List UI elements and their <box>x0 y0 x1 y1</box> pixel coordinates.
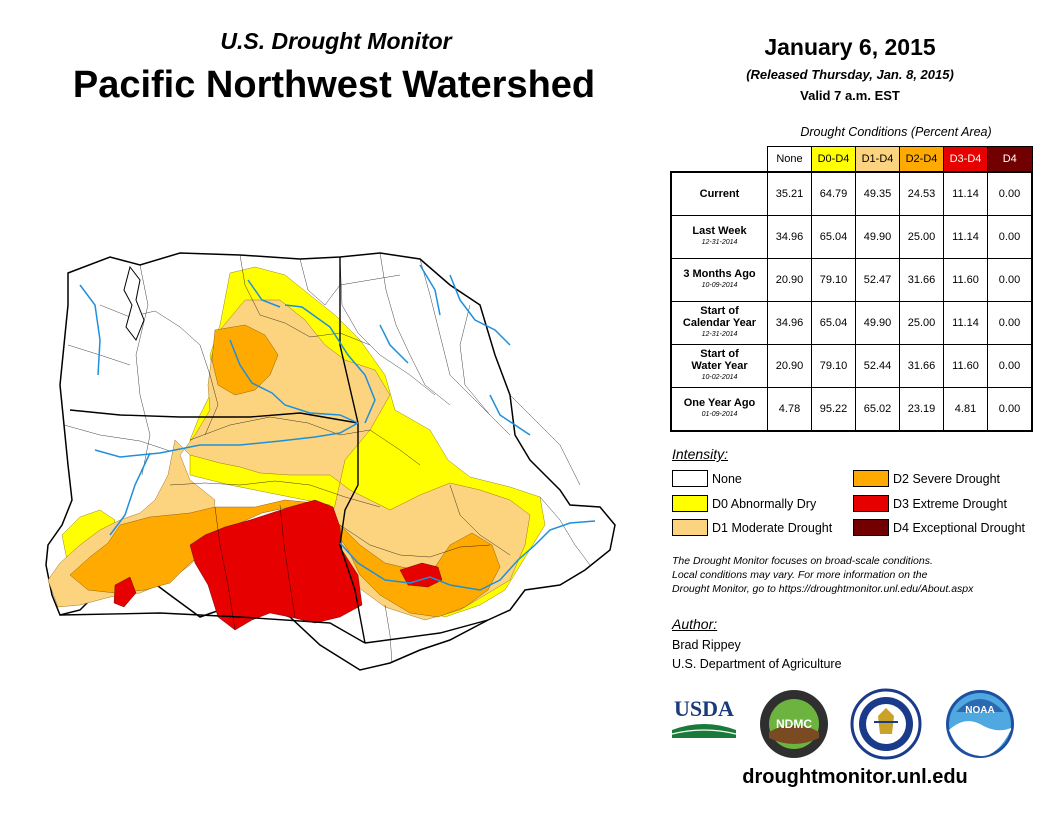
legend-swatch <box>672 495 708 512</box>
svg-text:USDA: USDA <box>674 696 734 721</box>
legend-swatch <box>853 470 889 487</box>
table-cell: 0.00 <box>987 344 1033 388</box>
legend-item-none: None <box>672 470 742 487</box>
release-date: (Released Thursday, Jan. 8, 2015) <box>746 67 954 82</box>
website-url: droughtmonitor.unl.edu <box>742 766 968 788</box>
table-cell: 11.60 <box>943 344 988 388</box>
table-cell: 64.79 <box>811 171 856 216</box>
legend-label: D2 Severe Drought <box>893 471 1001 486</box>
table-cell: 23.19 <box>899 387 944 432</box>
table-cell: 52.44 <box>855 344 900 388</box>
map-date: January 6, 2015 <box>764 34 936 60</box>
svg-text:NDMC: NDMC <box>776 717 812 731</box>
table-cell: 0.00 <box>987 215 1033 259</box>
valid-time: Valid 7 a.m. EST <box>800 88 900 103</box>
legend-swatch <box>853 519 889 536</box>
table-cell: 35.21 <box>767 171 812 216</box>
drought-conditions-table: None D0-D4 D1-D4 D2-D4 D3-D4 D4 Current … <box>670 146 1033 432</box>
drought-map <box>45 252 616 671</box>
table-row: 3 Months Ago 10-09-2014 20.90 79.10 52.47… <box>670 258 1033 302</box>
table-cell: 11.60 <box>943 258 988 302</box>
column-header-d0-d4: D0-D4 <box>811 146 856 173</box>
table-cell: 20.90 <box>767 344 812 388</box>
puget-sound <box>123 265 145 342</box>
legend-item-d1: D1 Moderate Drought <box>672 519 832 536</box>
table-cell: 11.14 <box>943 171 988 216</box>
ndmc-logo-icon: NDMC <box>760 690 828 758</box>
map-subtitle: U.S. Drought Monitor <box>220 28 452 54</box>
row-label: Start of Calendar Year 12-31-2014 <box>670 301 768 345</box>
table-cell: 11.14 <box>943 215 988 259</box>
table-cell: 95.22 <box>811 387 856 432</box>
legend-swatch <box>672 470 708 487</box>
table-cell: 79.10 <box>811 258 856 302</box>
legend-item-d2: D2 Severe Drought <box>853 470 1000 487</box>
map-title: Pacific Northwest Watershed <box>72 64 596 106</box>
noaa-logo-icon: NOAA <box>946 690 1014 758</box>
table-cell: 79.10 <box>811 344 856 388</box>
legend-label: None <box>712 471 742 486</box>
table-cell: 65.04 <box>811 215 856 259</box>
table-cell: 65.02 <box>855 387 900 432</box>
table-cell: 20.90 <box>767 258 812 302</box>
author-title: Author: <box>672 616 718 632</box>
table-cell: 49.90 <box>855 301 900 345</box>
row-label: One Year Ago 01-09-2014 <box>670 387 768 432</box>
author-org: U.S. Department of Agriculture <box>672 657 842 671</box>
table-cell: 4.81 <box>943 387 988 432</box>
table-cell: 31.66 <box>899 258 944 302</box>
table-row: Last Week 12-31-2014 34.96 65.04 49.90 25… <box>670 215 1033 259</box>
table-cell: 34.96 <box>767 215 812 259</box>
table-row: One Year Ago 01-09-2014 4.78 95.22 65.02 … <box>670 387 1033 432</box>
table-row: Start of Water Year 10-02-2014 20.90 79.10… <box>670 344 1033 388</box>
legend-swatch <box>853 495 889 512</box>
state-boundaries <box>59 257 489 644</box>
table-row: Current 35.21 64.79 49.35 24.53 11.14 0.… <box>670 171 1033 216</box>
row-label: 3 Months Ago 10-09-2014 <box>670 258 768 302</box>
column-header-d1-d4: D1-D4 <box>855 146 900 173</box>
table-row: Start of Calendar Year 12-31-2014 34.96 65… <box>670 301 1033 345</box>
legend-item-d3: D3 Extreme Drought <box>853 495 1007 512</box>
usda-logo-icon: USDA <box>671 696 737 738</box>
table-cell: 65.04 <box>811 301 856 345</box>
d3-area <box>113 499 443 631</box>
table-cell: 52.47 <box>855 258 900 302</box>
legend-item-d0: D0 Abnormally Dry <box>672 495 816 512</box>
row-label: Current <box>670 171 768 216</box>
table-cell: 0.00 <box>987 258 1033 302</box>
legend-label: D1 Moderate Drought <box>712 520 833 535</box>
row-label: Last Week 12-31-2014 <box>670 215 768 259</box>
table-cell: 49.90 <box>855 215 900 259</box>
row-label: Start of Water Year 10-02-2014 <box>670 344 768 388</box>
table-cell: 0.00 <box>987 301 1033 345</box>
author-name: Brad Rippey <box>672 638 741 652</box>
rivers <box>79 264 596 591</box>
column-header-d3-d4: D3-D4 <box>943 146 988 173</box>
column-header-d4: D4 <box>987 146 1033 173</box>
legend-title: Intensity: <box>672 446 729 462</box>
table-cell: 4.78 <box>767 387 812 432</box>
svg-text:NOAA: NOAA <box>965 705 994 716</box>
disclaimer-note: The Drought Monitor focuses on broad-sca… <box>672 555 974 595</box>
table-cell: 34.96 <box>767 301 812 345</box>
table-cell: 49.35 <box>855 171 900 216</box>
column-header-none: None <box>767 146 812 173</box>
table-corner <box>671 147 768 173</box>
table-cell: 25.00 <box>899 215 944 259</box>
table-cell: 25.00 <box>899 301 944 345</box>
table-cell: 24.53 <box>899 171 944 216</box>
table-header-row: None D0-D4 D1-D4 D2-D4 D3-D4 D4 <box>671 146 1033 173</box>
table-cell: 0.00 <box>987 171 1033 216</box>
commerce-seal-icon <box>850 688 922 760</box>
table-title: Drought Conditions (Percent Area) <box>800 125 992 139</box>
table-cell: 31.66 <box>899 344 944 388</box>
legend-label: D4 Exceptional Drought <box>893 520 1026 535</box>
column-header-d2-d4: D2-D4 <box>899 146 944 173</box>
legend-label: D3 Extreme Drought <box>893 496 1007 511</box>
legend-label: D0 Abnormally Dry <box>712 496 817 511</box>
legend-item-d4: D4 Exceptional Drought <box>853 519 1025 536</box>
table-cell: 0.00 <box>987 387 1033 432</box>
legend-swatch <box>672 519 708 536</box>
table-cell: 11.14 <box>943 301 988 345</box>
